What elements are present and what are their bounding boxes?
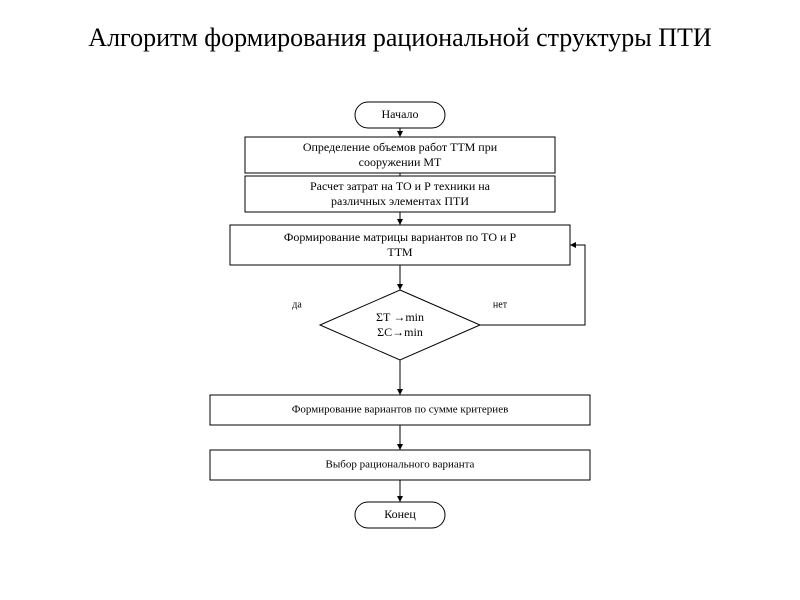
flowchart-canvas: Начало Определение объемов работ ТТМ при… <box>0 0 800 600</box>
node-step4-label1: Формирование вариантов по сумме критерие… <box>292 404 509 416</box>
node-step1-label1: Определение объемов работ ТТМ при <box>303 140 498 154</box>
slide: Алгоритм формирования рациональной струк… <box>0 0 800 600</box>
node-end-label: Конец <box>384 507 416 521</box>
node-start-label: Начало <box>382 107 419 121</box>
node-decision-label2: ΣС→min <box>377 325 423 339</box>
node-step1-label2: сооружении МТ <box>359 155 442 169</box>
decision-no-label: нет <box>493 299 508 310</box>
node-step3-label2: ТТМ <box>387 245 413 259</box>
node-step3-label1: Формирование матрицы вариантов по ТО и Р <box>284 230 517 244</box>
node-step2-label1: Расчет затрат на ТО и Р техники на <box>310 179 491 193</box>
decision-yes-label: да <box>292 299 302 310</box>
node-decision-label1: ΣТ →min <box>376 310 424 324</box>
node-step2-label2: различных элементах ПТИ <box>331 194 469 208</box>
node-step5-label1: Выбор рационального варианта <box>326 459 475 471</box>
